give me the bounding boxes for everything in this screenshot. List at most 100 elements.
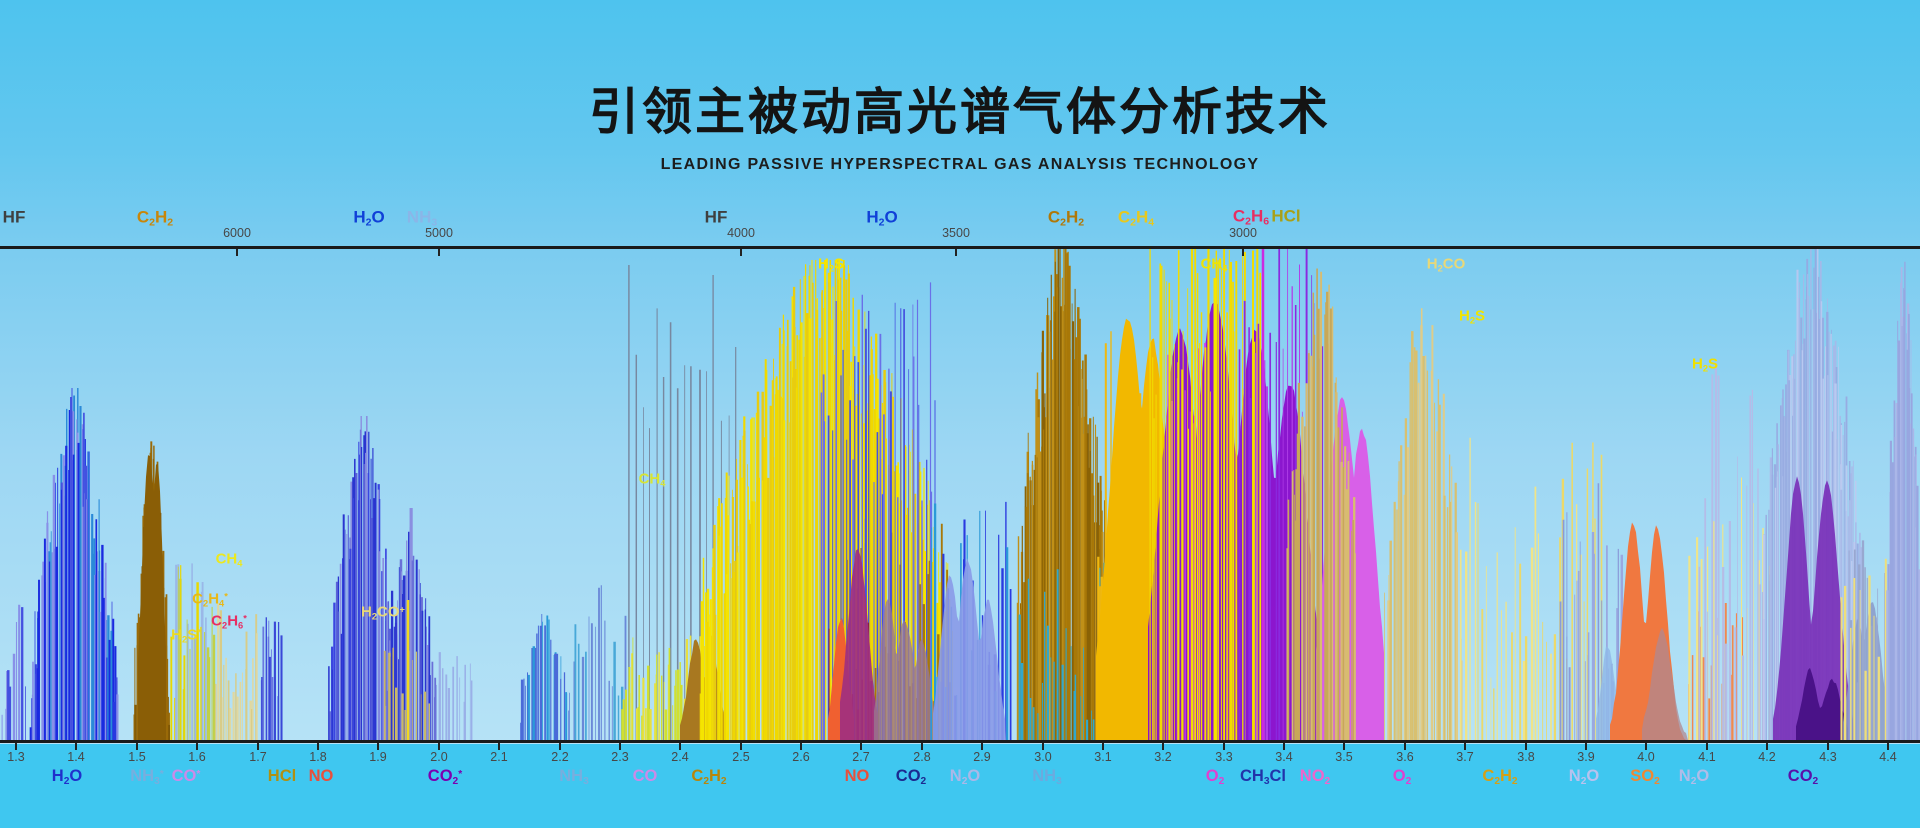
bottom-axis-tick-2.3 xyxy=(619,743,621,750)
bottom-gas-label-n2o-19: N2O xyxy=(1568,766,1600,788)
bottom-axis-tick-3.5 xyxy=(1343,743,1345,750)
bottom-gas-label-o2-17: O2 xyxy=(1392,766,1412,788)
top-axis-tick-label-3500: 3500 xyxy=(942,226,970,240)
bottom-axis-tick-label-3.3: 3.3 xyxy=(1215,750,1233,764)
bottom-axis-tick-label-3.9: 3.9 xyxy=(1577,750,1595,764)
bottom-axis-tick-1.4 xyxy=(75,743,77,750)
top-axis-tick-label-5000: 5000 xyxy=(425,226,453,240)
bottom-axis-tick-2.1 xyxy=(498,743,500,750)
bottom-axis-tick-2.8 xyxy=(921,743,923,750)
band-teal-sparse xyxy=(569,585,627,742)
bottom-axis-tick-label-2.1: 2.1 xyxy=(490,750,508,764)
bottom-gas-label-nh3-2: NH3* xyxy=(130,766,164,788)
top-gas-label-h2o-2: H2O xyxy=(353,207,385,229)
band-sparse-light xyxy=(438,652,473,742)
chart-gas-label-c2h4-7: C2H4* xyxy=(192,590,228,609)
band-brown-dense xyxy=(1016,248,1108,742)
top-gas-label-c2h4-7: C2H4 xyxy=(1117,207,1155,229)
bottom-axis-tick-label-2.0: 2.0 xyxy=(430,750,448,764)
top-gas-label-nh3-3: NH3 xyxy=(406,207,438,229)
bottom-axis-tick-4.1 xyxy=(1706,743,1708,750)
top-gas-label-c2h6-8: C2H6 xyxy=(1232,206,1270,228)
bottom-axis-tick-label-4.1: 4.1 xyxy=(1698,750,1716,764)
bottom-axis-tick-label-1.4: 1.4 xyxy=(67,750,85,764)
page-subtitle: LEADING PASSIVE HYPERSPECTRAL GAS ANALYS… xyxy=(660,156,1260,173)
bottom-gas-label-n2o-12: N2O xyxy=(949,766,981,788)
footer-band xyxy=(0,744,1920,828)
chart-gas-label-h2co-10: H2CO+ xyxy=(361,603,405,622)
bottom-gas-label-hcl-4: HCl xyxy=(267,766,297,785)
band-h2o-band-a xyxy=(328,416,399,742)
blob-c2h2-brown-column xyxy=(138,455,166,742)
bottom-axis-tick-label-2.2: 2.2 xyxy=(551,750,569,764)
band-ch4-mixed xyxy=(170,563,216,742)
top-axis-tick-label-6000: 6000 xyxy=(223,226,251,240)
top-gas-label-c2h2-6: C2H2 xyxy=(1047,207,1085,229)
bottom-gas-label-nh3-7: NH3 xyxy=(559,766,589,788)
bottom-axis-line xyxy=(0,740,1920,743)
bottom-axis-tick-1.5 xyxy=(136,743,138,750)
bottom-axis-tick-label-3.7: 3.7 xyxy=(1456,750,1474,764)
bottom-axis-tick-1.6 xyxy=(196,743,198,750)
bottom-axis-tick-label-4.2: 4.2 xyxy=(1758,750,1776,764)
top-axis-tick-5000 xyxy=(438,249,440,256)
bottom-gas-label-nh3-13: NH3 xyxy=(1032,766,1062,788)
bottom-gas-label-so2-20: SO2 xyxy=(1630,766,1660,788)
bottom-axis-tick-3.8 xyxy=(1525,743,1527,750)
top-axis-tick-6000 xyxy=(236,249,238,256)
bottom-gas-label-h2o-1: H2O xyxy=(51,766,83,788)
band-khaki-in-h2o xyxy=(383,647,431,742)
bottom-gas-label-co-3: CO* xyxy=(171,766,201,785)
bottom-axis-tick-label-2.4: 2.4 xyxy=(671,750,689,764)
bottom-axis-tick-1.9 xyxy=(377,743,379,750)
top-axis-tick-label-3000: 3000 xyxy=(1229,226,1257,240)
bottom-axis-tick-label-3.8: 3.8 xyxy=(1517,750,1535,764)
blob-mauve-humps xyxy=(874,598,938,742)
band-pale-khaki xyxy=(214,603,258,742)
band-khaki-cluster-2 xyxy=(1384,308,1463,742)
chart-gas-label-h2s-0: H2S xyxy=(817,255,845,274)
bottom-axis-tick-label-2.9: 2.9 xyxy=(973,750,991,764)
top-axis-tick-label-4000: 4000 xyxy=(727,226,755,240)
bottom-axis-tick-label-2.8: 2.8 xyxy=(913,750,931,764)
chart-gas-label-h2s-4: H2S xyxy=(1691,355,1719,374)
bottom-gas-label-no2-16: NO2 xyxy=(1299,766,1331,788)
bottom-axis-tick-label-3.1: 3.1 xyxy=(1094,750,1112,764)
bottom-gas-label-co-8: CO xyxy=(632,766,658,785)
bottom-axis-tick-label-3.5: 3.5 xyxy=(1335,750,1353,764)
bottom-gas-label-ch3cl-15: CH3Cl xyxy=(1239,766,1287,788)
band-h2o-blue-left xyxy=(29,388,119,742)
bottom-gas-label-c2h2-9: C2H2 xyxy=(691,766,727,788)
band-pale-yellow-far xyxy=(1840,558,1887,742)
bottom-gas-label-n2o-21: N2O xyxy=(1678,766,1710,788)
bottom-axis-tick-2.7 xyxy=(860,743,862,750)
spectra-canvas xyxy=(1,248,1920,742)
band-blue-small xyxy=(260,617,283,742)
bottom-axis-tick-label-2.5: 2.5 xyxy=(732,750,750,764)
top-gas-label-hf-0: HF xyxy=(2,207,26,227)
blob-mauve-over-so2 xyxy=(1642,627,1688,742)
bottom-axis-tick-2.9 xyxy=(981,743,983,750)
bottom-axis-tick-4.3 xyxy=(1827,743,1829,750)
bottom-axis-tick-3.6 xyxy=(1404,743,1406,750)
chart-gas-label-h2s-3: H2S xyxy=(1458,307,1486,326)
bottom-axis-tick-label-3.0: 3.0 xyxy=(1034,750,1052,764)
bottom-axis-tick-3.4 xyxy=(1283,743,1285,750)
chart-gas-label-ch4-6: CH4 xyxy=(215,550,243,569)
top-axis-tick-3000 xyxy=(1242,249,1244,256)
chart-gas-label-h2s-9: H2S* xyxy=(171,626,201,645)
page-title: 引领主被动高光谱气体分析技术 xyxy=(589,84,1331,140)
bottom-gas-label-co2-11: CO2 xyxy=(895,766,927,788)
blob-purple-mass xyxy=(1148,301,1328,742)
blob-co2-dark-humps xyxy=(1796,667,1848,742)
bottom-axis-tick-4.2 xyxy=(1766,743,1768,750)
bottom-axis-tick-4.4 xyxy=(1887,743,1889,750)
bottom-axis-tick-label-2.3: 2.3 xyxy=(611,750,629,764)
bottom-axis-tick-label-3.6: 3.6 xyxy=(1396,750,1414,764)
chart-gas-label-h2co-2: H2CO xyxy=(1426,255,1466,274)
top-gas-label-h2o-5: H2O xyxy=(866,207,898,229)
bottom-axis-tick-3.0 xyxy=(1042,743,1044,750)
bottom-axis-tick-label-1.6: 1.6 xyxy=(188,750,206,764)
bottom-axis-tick-label-1.3: 1.3 xyxy=(7,750,25,764)
